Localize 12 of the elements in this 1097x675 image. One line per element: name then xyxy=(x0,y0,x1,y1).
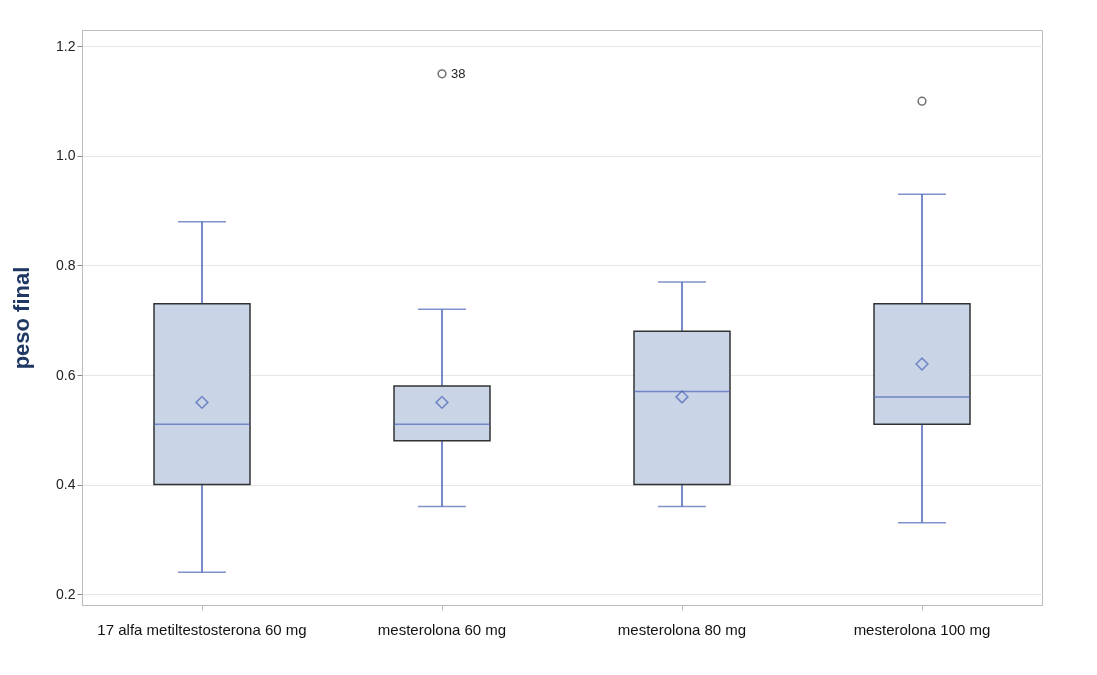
x-tick-label: mesterolona 100 mg xyxy=(853,620,991,638)
y-tick-label: 0.6 xyxy=(56,366,76,383)
y-axis-title: peso final xyxy=(9,266,35,370)
y-tick-label: 0.2 xyxy=(56,585,76,602)
annotation: 38 xyxy=(451,65,466,81)
y-tick-label: 0.4 xyxy=(56,476,76,493)
y-tick-label: 0.8 xyxy=(56,256,76,273)
x-tick-label: mesterolona 60 mg xyxy=(377,620,507,638)
x-tick-label: 17 alfa metiltestosterona 60 mg xyxy=(97,620,307,638)
x-tick-label: mesterolona 80 mg xyxy=(617,620,747,638)
y-tick-label: 1.2 xyxy=(56,37,76,54)
y-tick-label: 1.0 xyxy=(56,147,76,164)
